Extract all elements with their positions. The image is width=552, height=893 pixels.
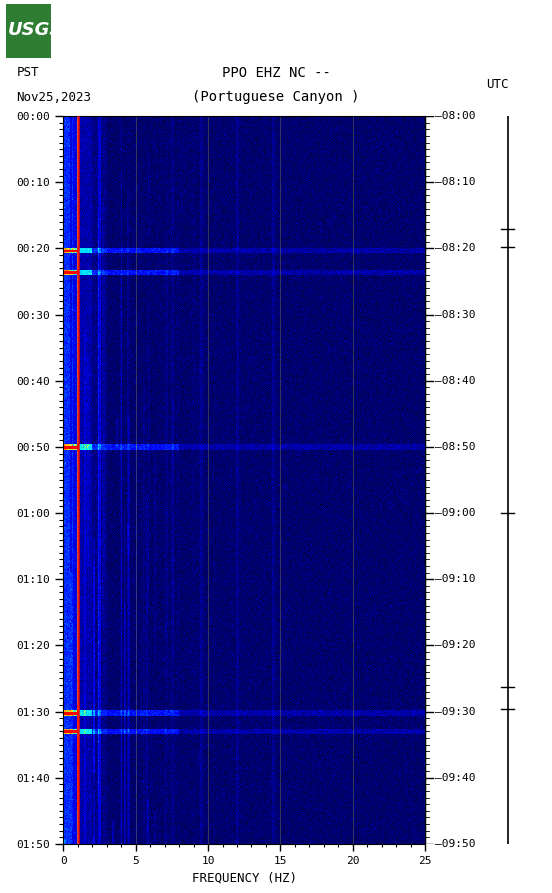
Text: —09:50: —09:50	[435, 839, 475, 849]
Text: Nov25,2023: Nov25,2023	[17, 90, 92, 104]
Text: —09:00: —09:00	[435, 508, 475, 518]
Text: —08:20: —08:20	[435, 244, 475, 254]
Text: (Portuguese Canyon ): (Portuguese Canyon )	[192, 89, 360, 104]
Text: PST: PST	[17, 66, 39, 79]
Text: PPO EHZ NC --: PPO EHZ NC --	[221, 66, 331, 80]
Text: —08:10: —08:10	[435, 177, 475, 188]
X-axis label: FREQUENCY (HZ): FREQUENCY (HZ)	[192, 872, 297, 884]
Text: —08:00: —08:00	[435, 111, 475, 121]
Text: —08:30: —08:30	[435, 310, 475, 320]
Text: —09:10: —09:10	[435, 574, 475, 584]
Text: —08:50: —08:50	[435, 442, 475, 452]
Text: USGS: USGS	[8, 21, 63, 39]
Polygon shape	[6, 4, 51, 58]
Text: UTC: UTC	[486, 79, 508, 91]
Text: —09:30: —09:30	[435, 706, 475, 716]
Text: —09:40: —09:40	[435, 772, 475, 783]
Text: —08:40: —08:40	[435, 376, 475, 386]
Text: —09:20: —09:20	[435, 640, 475, 650]
